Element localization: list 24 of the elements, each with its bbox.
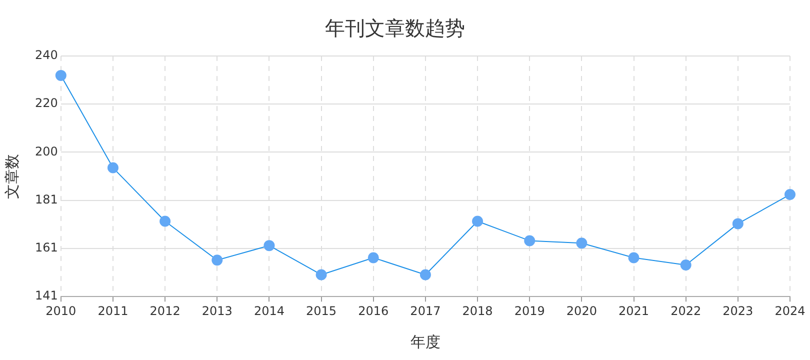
y-tick-label: 220: [35, 96, 58, 110]
x-tick-label: 2024: [774, 304, 806, 318]
y-axis-title: 文章数: [2, 154, 21, 199]
x-tick-label: 2014: [254, 304, 284, 318]
x-tick-label: 2019: [514, 304, 545, 318]
x-tick-label: 2020: [566, 304, 597, 318]
x-tick-label: 2015: [306, 304, 337, 318]
x-tick-label: 2012: [150, 304, 180, 318]
chart-title: 年刊文章数趋势: [325, 16, 465, 40]
x-tick-label: 2021: [618, 304, 650, 318]
x-tick-label: 2011: [98, 304, 128, 318]
y-tick-label: 181: [35, 192, 58, 206]
x-tick-label: 2018: [462, 304, 493, 318]
y-tick-label: 141: [35, 288, 58, 303]
x-tick-label: 2010: [46, 304, 76, 318]
x-tick-label: 2023: [722, 304, 754, 318]
x-tick-label: 2022: [670, 304, 702, 318]
x-tick-label: 2017: [410, 304, 441, 318]
y-tick-label: 200: [35, 144, 58, 158]
y-tick-label: 161: [35, 240, 58, 255]
y-tick-label: 240: [35, 48, 58, 62]
x-tick-label: 2016: [358, 304, 389, 318]
x-axis-title: 年度: [410, 332, 440, 351]
x-tick-label: 2013: [202, 304, 232, 318]
